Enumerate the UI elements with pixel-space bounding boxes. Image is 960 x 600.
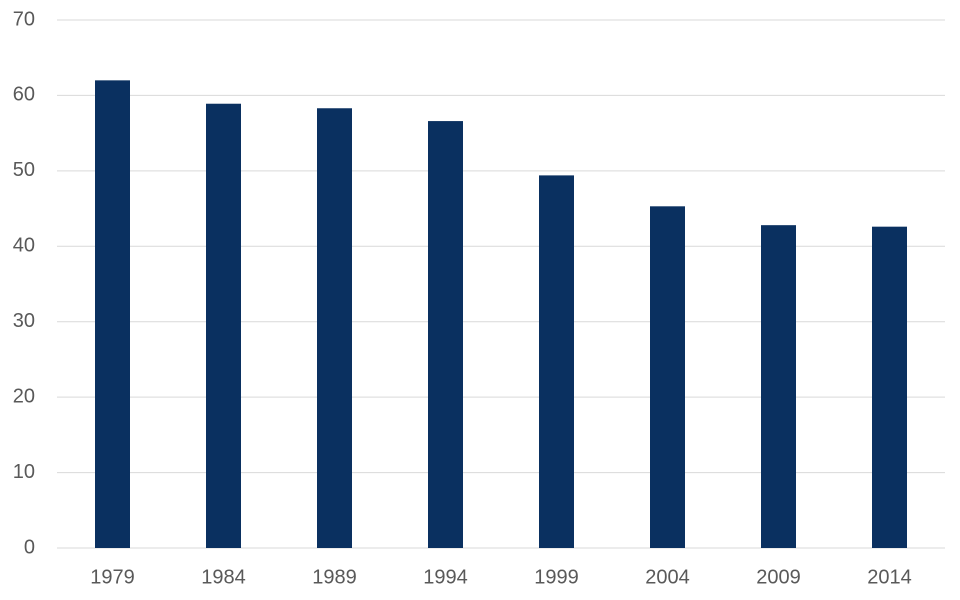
y-tick-label: 40 [13,235,35,257]
x-tick-label: 2009 [756,566,801,588]
x-tick-label: 2004 [645,566,690,588]
x-tick-label: 1979 [90,566,135,588]
x-tick-label: 1989 [312,566,357,588]
y-tick-label: 50 [13,159,35,181]
bar [872,226,907,548]
bar [317,108,352,548]
x-tick-label: 1994 [423,566,468,588]
x-tick-label: 1999 [534,566,579,588]
bar [650,206,685,548]
bar [206,103,241,549]
y-tick-label: 70 [13,8,35,30]
bar [539,175,574,548]
x-tick-label: 2014 [867,566,912,588]
y-tick-label: 10 [13,461,35,483]
y-tick-label: 0 [24,536,35,558]
y-tick-label: 30 [13,310,35,332]
y-tick-label: 20 [13,385,35,407]
y-tick-label: 60 [13,84,35,106]
bar [761,225,796,548]
bar [95,80,130,548]
bar [428,121,463,549]
x-tick-label: 1984 [201,566,246,588]
